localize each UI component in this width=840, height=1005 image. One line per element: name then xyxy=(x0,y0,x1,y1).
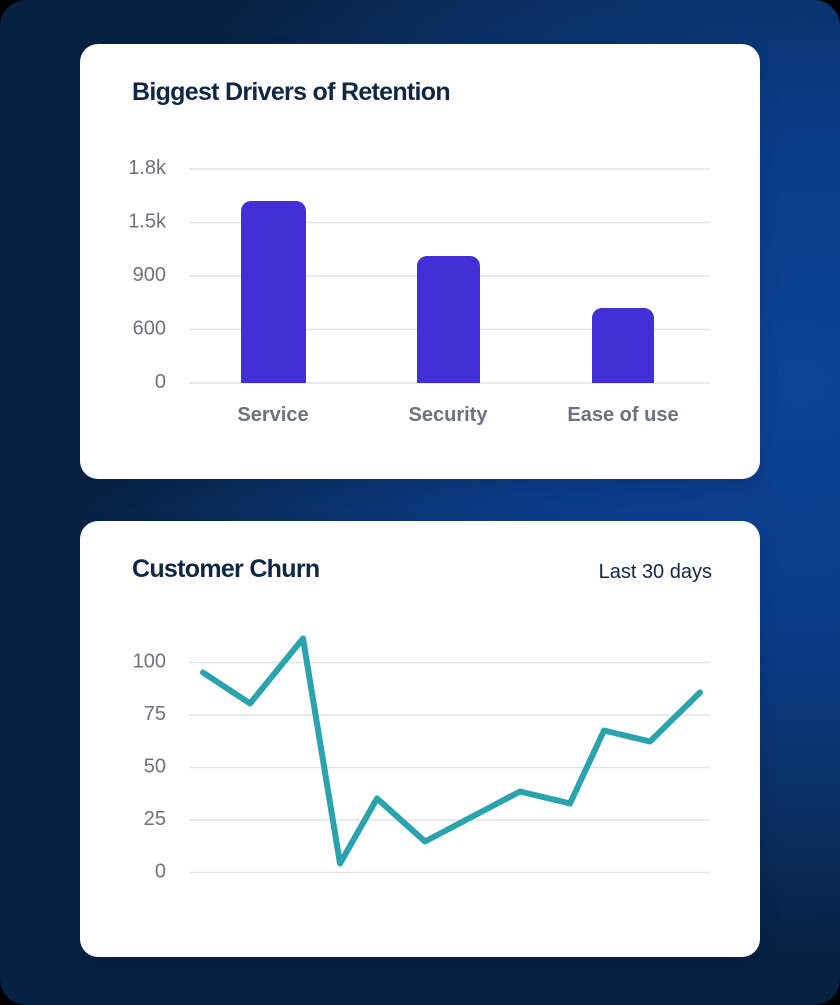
svg-text:25: 25 xyxy=(144,808,166,830)
svg-text:Service: Service xyxy=(237,404,308,426)
svg-text:1.8k: 1.8k xyxy=(128,157,167,179)
svg-text:50: 50 xyxy=(144,756,166,778)
svg-text:0: 0 xyxy=(155,371,166,393)
svg-text:75: 75 xyxy=(144,703,166,725)
svg-text:1.5k: 1.5k xyxy=(128,211,167,233)
svg-text:Ease of use: Ease of use xyxy=(567,404,678,426)
svg-text:900: 900 xyxy=(133,264,166,286)
svg-text:Security: Security xyxy=(409,404,489,426)
svg-text:0: 0 xyxy=(155,861,166,883)
svg-text:100: 100 xyxy=(133,651,166,673)
svg-text:600: 600 xyxy=(133,318,166,340)
